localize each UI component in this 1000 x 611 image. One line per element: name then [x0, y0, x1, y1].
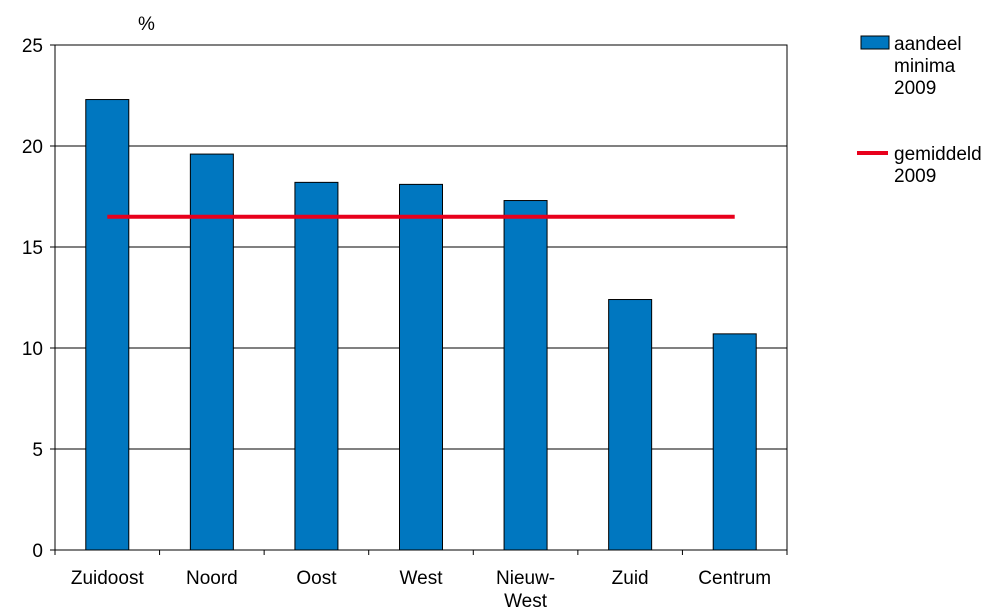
legend-label-bars: 2009 [894, 78, 936, 99]
bar [608, 299, 653, 551]
category-label: Zuid [612, 568, 649, 589]
y-tick-label: 0 [32, 541, 43, 562]
y-axis-unit-label: % [138, 14, 155, 35]
y-tick-label: 25 [22, 36, 43, 57]
bar [294, 181, 339, 551]
category-label: Centrum [698, 568, 771, 589]
y-axis-ticks: 0 5 10 15 20 25 [22, 36, 55, 562]
legend-label-bars: aandeel [894, 34, 962, 55]
bar [85, 99, 130, 551]
bar [503, 200, 548, 551]
bar [399, 183, 443, 551]
bar [712, 333, 757, 551]
bar [189, 153, 234, 551]
plot-area-border [54, 44, 788, 551]
legend-label-bars: minima [894, 56, 956, 77]
category-label: Zuidoost [71, 568, 145, 589]
y-tick-label: 20 [22, 137, 43, 158]
legend-swatch-bars [860, 35, 890, 50]
y-tick-label: 15 [22, 238, 43, 259]
legend-label-line: gemiddeld [894, 144, 982, 165]
x-axis-ticks [54, 550, 788, 555]
bars [85, 99, 757, 551]
category-label: West [400, 568, 444, 589]
y-tick-label: 10 [22, 339, 43, 360]
category-label: Noord [186, 568, 238, 589]
y-tick-label: 5 [32, 440, 43, 461]
category-label: West [504, 591, 548, 611]
category-label: Oost [296, 568, 337, 589]
legend-label-line: 2009 [894, 166, 936, 187]
category-label: Nieuw- [496, 568, 555, 589]
